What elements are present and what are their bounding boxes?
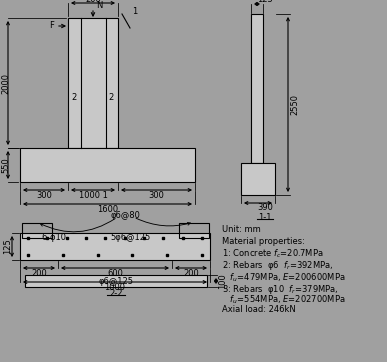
Text: 125: 125 [3, 239, 12, 254]
Text: 390: 390 [257, 203, 273, 212]
Text: 3: Rebars  φ10  $f_r$=379MPa,: 3: Rebars φ10 $f_r$=379MPa, [222, 282, 339, 295]
Text: N: N [96, 1, 103, 10]
Text: 200: 200 [85, 0, 101, 4]
Text: 2000: 2000 [2, 72, 10, 93]
Text: φ6@125: φ6@125 [99, 277, 134, 286]
Text: F: F [49, 21, 54, 30]
Text: 1000 1: 1000 1 [79, 190, 108, 199]
Text: 125: 125 [257, 0, 273, 4]
Text: Unit: mm: Unit: mm [222, 225, 261, 234]
Text: 5φ6@125: 5φ6@125 [110, 232, 150, 241]
Text: 200: 200 [31, 269, 47, 278]
Bar [251, 14, 263, 163]
Text: 1000: 1000 [104, 282, 125, 291]
Text: 2-2: 2-2 [109, 289, 123, 298]
Bar [20, 148, 195, 182]
Text: 2550: 2550 [291, 94, 300, 115]
Text: 2: Rebars  φ6  $f_r$=392MPa,: 2: Rebars φ6 $f_r$=392MPa, [222, 260, 333, 273]
Text: 1: Concrete $f_c$=20.7MPa: 1: Concrete $f_c$=20.7MPa [222, 248, 324, 261]
Bar [20, 233, 210, 260]
Bar [241, 163, 275, 195]
Text: 200: 200 [183, 269, 199, 278]
Text: φ6@80: φ6@80 [111, 210, 140, 219]
Text: Material properties:: Material properties: [222, 236, 305, 245]
Text: 2: 2 [72, 93, 77, 102]
Bar [25, 275, 207, 287]
Text: $f_u$=554MPa, $E$=202700MPa: $f_u$=554MPa, $E$=202700MPa [222, 294, 346, 307]
Text: Axial load: 246kN: Axial load: 246kN [222, 306, 296, 315]
Text: 6 φ10: 6 φ10 [42, 232, 66, 241]
Text: 600: 600 [107, 269, 123, 278]
Text: 550: 550 [2, 157, 10, 173]
Bar [179, 223, 209, 238]
Text: 1: 1 [132, 8, 137, 17]
Bar [22, 223, 52, 238]
Text: 1-1: 1-1 [258, 212, 272, 222]
Text: 300: 300 [36, 190, 52, 199]
Text: 300: 300 [149, 190, 164, 199]
Text: 1600: 1600 [97, 205, 118, 214]
Text: $f_u$=479MPa, $E$=200600MPa: $f_u$=479MPa, $E$=200600MPa [222, 271, 346, 283]
Text: 100: 100 [219, 273, 228, 289]
Text: 2: 2 [109, 93, 114, 102]
Bar [68, 18, 118, 148]
